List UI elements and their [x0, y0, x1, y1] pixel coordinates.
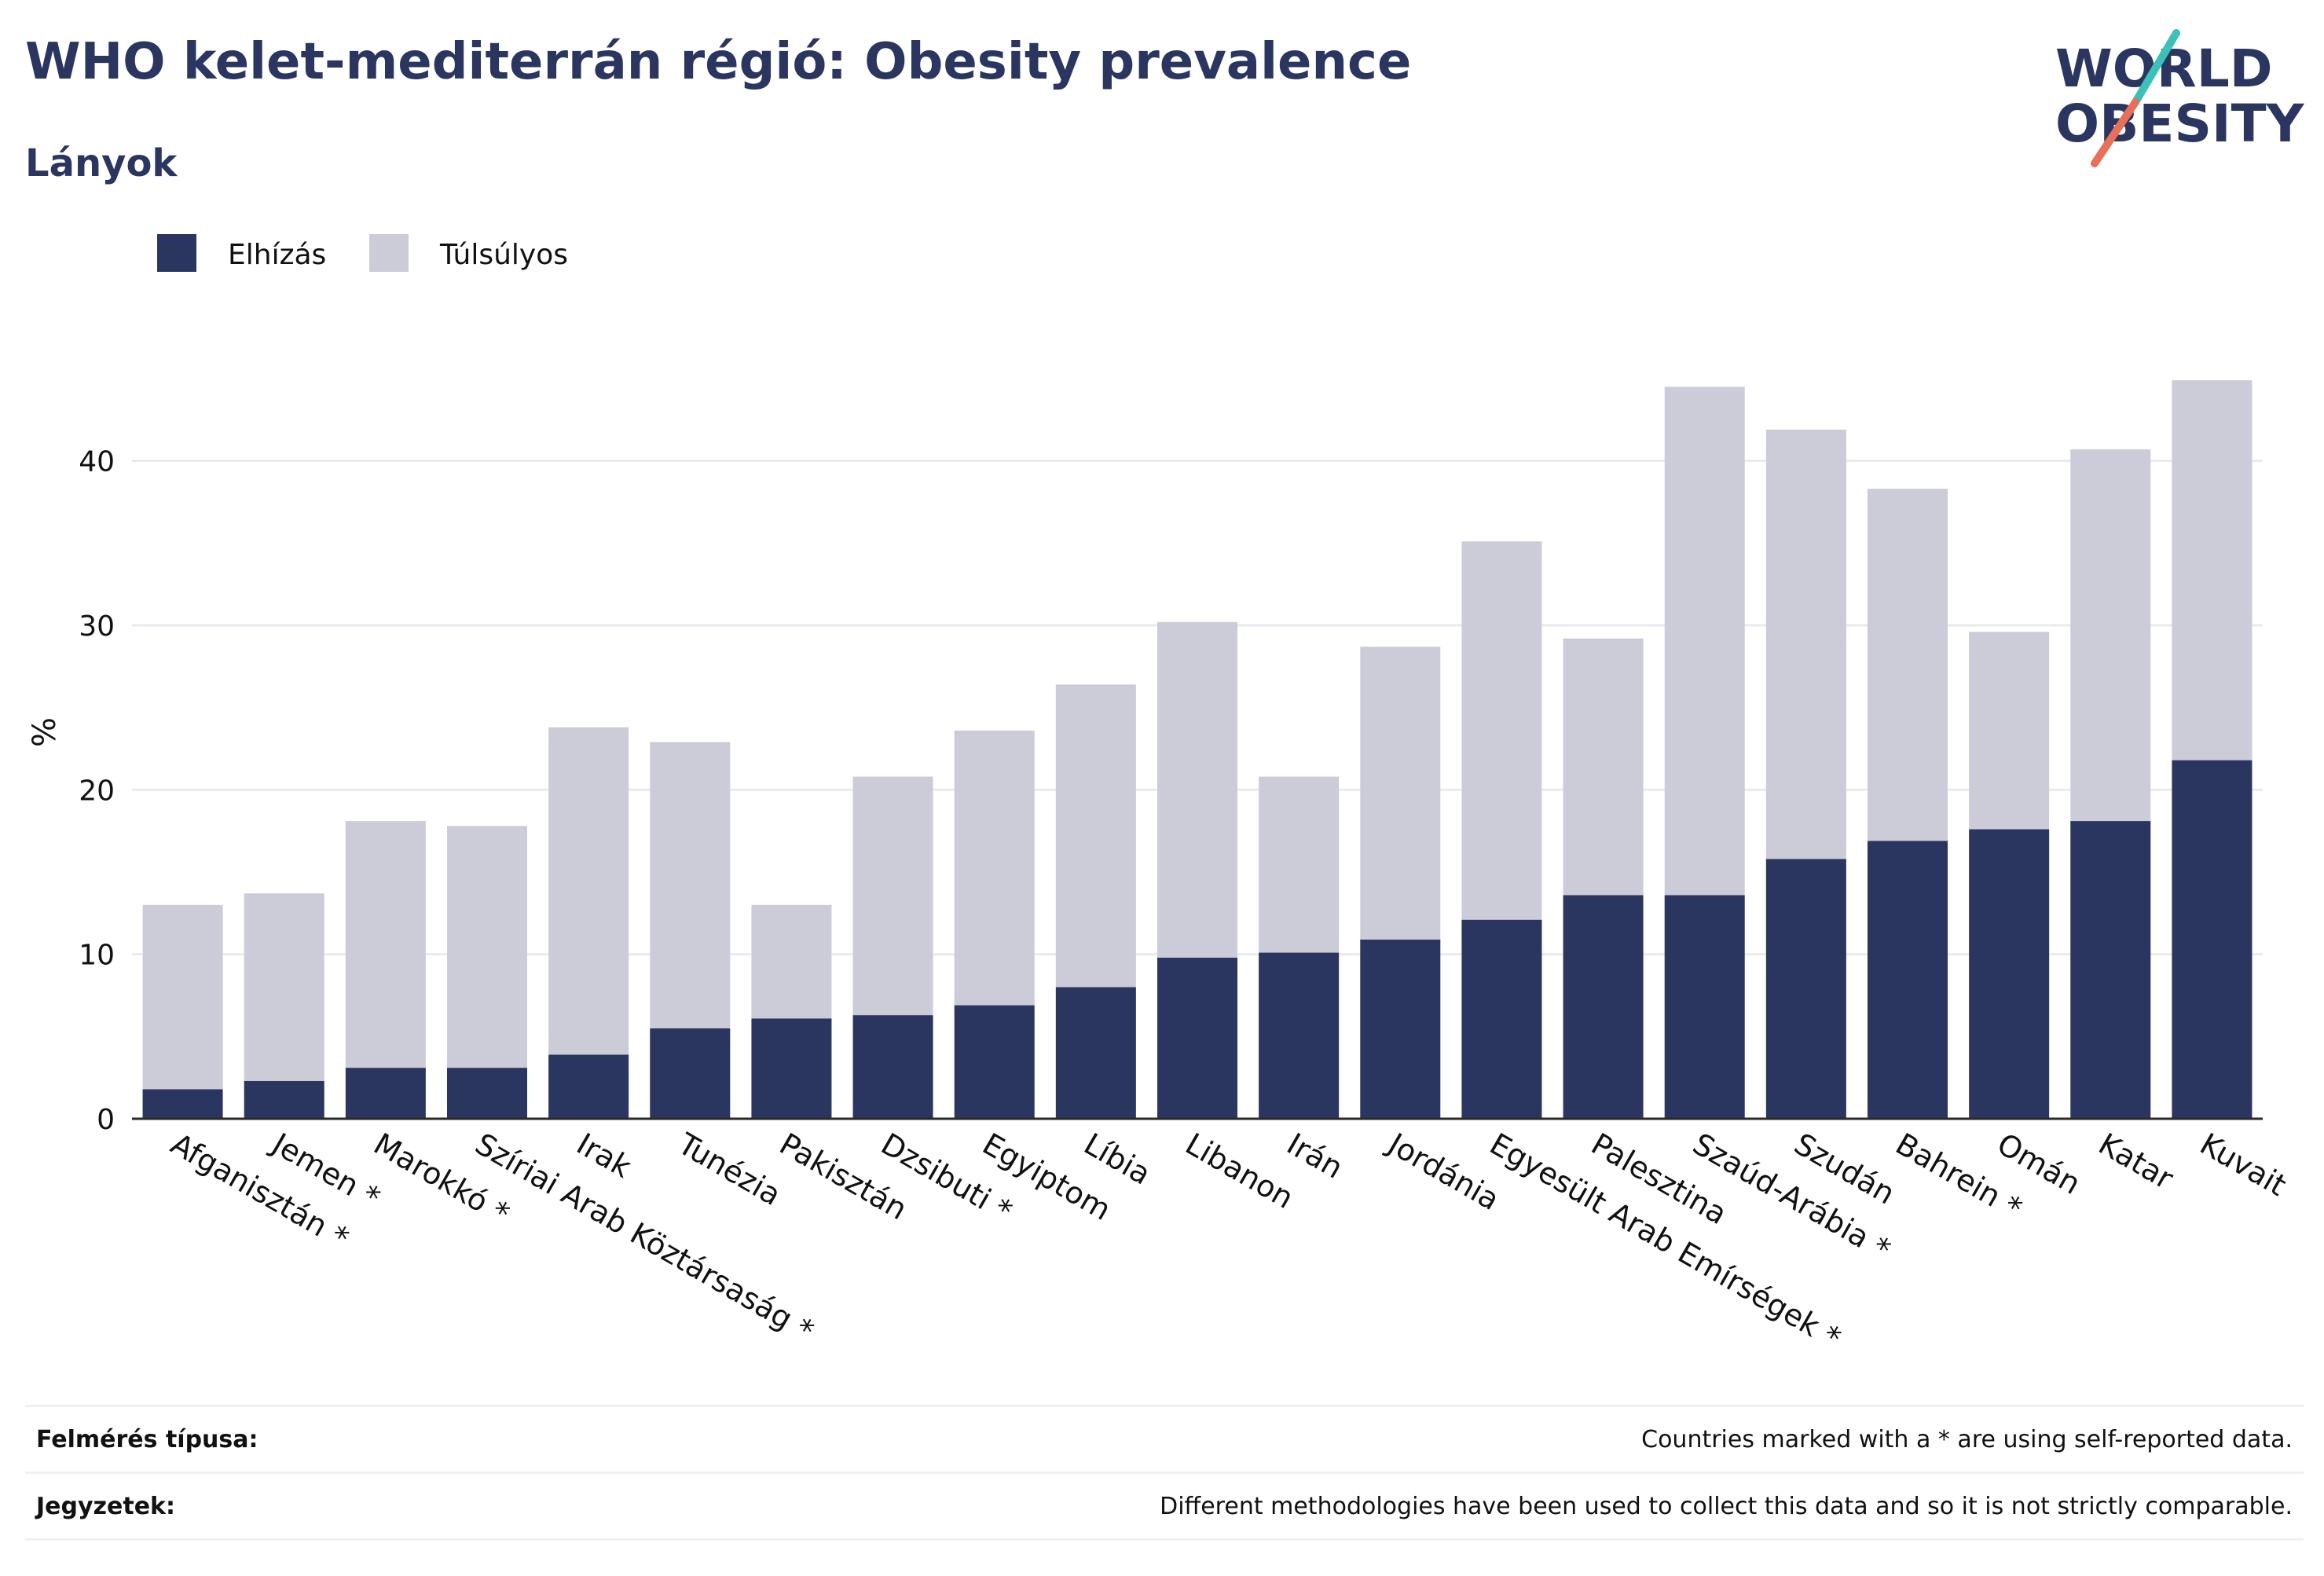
- x-tick-label-5: Tunézia: [672, 1126, 787, 1212]
- x-tick-label-3: Szíriai Arab Köztársaság *: [470, 1127, 820, 1349]
- bar-overweight-12: [1360, 647, 1441, 940]
- y-tick-label-40: 40: [79, 446, 115, 478]
- footer-row-survey: Felmérés típusa: Countries marked with a…: [25, 1405, 2304, 1472]
- bar-overweight-0: [142, 904, 223, 1090]
- bar-obesity-12: [1360, 939, 1441, 1119]
- bar-overweight-10: [1157, 621, 1238, 958]
- survey-type-value: Countries marked with a * are using self…: [1641, 1425, 2293, 1453]
- logo-word-obesity: OBESITY: [2055, 93, 2305, 154]
- bar-obesity-3: [446, 1068, 528, 1119]
- y-axis-label: %: [27, 717, 63, 747]
- bar-obesity-6: [751, 1018, 832, 1119]
- logo-slash-top-icon: [2132, 29, 2180, 106]
- bar-obesity-1: [244, 1080, 324, 1119]
- x-tick-label-10: Libanon: [1180, 1127, 1299, 1215]
- bar-obesity-14: [1563, 895, 1644, 1119]
- bar-obesity-20: [2172, 760, 2253, 1119]
- legend-label-0: Elhízás: [228, 239, 326, 271]
- bar-obesity-7: [852, 1015, 933, 1119]
- y-tick-label-10: 10: [79, 940, 115, 972]
- bar-obesity-15: [1664, 895, 1745, 1119]
- bar-overweight-2: [345, 821, 426, 1068]
- chart-footer: Felmérés típusa: Countries marked with a…: [25, 1405, 2304, 1541]
- x-tick-label-12: Jordánia: [1381, 1126, 1505, 1217]
- bar-overweight-4: [548, 727, 629, 1055]
- bar-obesity-9: [1055, 987, 1136, 1119]
- bar-overweight-8: [954, 730, 1035, 1006]
- bar-overweight-16: [1765, 429, 1846, 859]
- bar-obesity-10: [1157, 957, 1238, 1119]
- page-title: WHO kelet-mediterrán régió: Obesity prev…: [25, 33, 1412, 91]
- x-tick-label-20: Kuvait: [2194, 1127, 2292, 1203]
- legend-swatch-0: [157, 234, 196, 272]
- chart-bars: [142, 379, 2253, 1119]
- bar-obesity-16: [1765, 859, 1846, 1119]
- x-tick-label-19: Katar: [2093, 1127, 2179, 1197]
- bar-obesity-18: [1969, 829, 2050, 1119]
- legend-label-1: Túlsúlyos: [439, 239, 568, 271]
- bar-overweight-11: [1259, 776, 1340, 953]
- bar-obesity-11: [1259, 952, 1340, 1119]
- notes-label: Jegyzetek:: [36, 1492, 175, 1520]
- x-tick-label-0: Afganisztán *: [165, 1127, 354, 1256]
- bar-overweight-3: [446, 826, 528, 1068]
- y-axis: 0 10 20 30 40%: [27, 446, 115, 1136]
- bar-obesity-19: [2070, 821, 2151, 1119]
- bar-overweight-18: [1969, 632, 2050, 830]
- bar-overweight-19: [2070, 449, 2151, 822]
- bar-obesity-17: [1867, 841, 1948, 1119]
- bar-overweight-20: [2172, 379, 2253, 761]
- y-tick-label-20: 20: [79, 775, 115, 807]
- stacked-bar-chart: Elhízás Túlsúlyos 0 10 20 30 40% Afganisztán …: [27, 234, 2292, 1356]
- bar-obesity-2: [345, 1068, 426, 1119]
- x-tick-label-4: Irak: [571, 1127, 637, 1185]
- logo-slash-bottom-icon: [2091, 98, 2139, 167]
- x-tick-label-11: Irán: [1281, 1127, 1349, 1186]
- y-tick-label-0: 0: [97, 1104, 115, 1136]
- bar-obesity-5: [650, 1028, 731, 1119]
- page-subtitle: Lányok: [25, 141, 178, 185]
- bar-obesity-0: [142, 1089, 223, 1119]
- footer-row-notes: Jegyzetek: Different methodologies have …: [25, 1472, 2304, 1541]
- bar-obesity-4: [548, 1054, 629, 1119]
- notes-value: Different methodologies have been used t…: [1160, 1492, 2293, 1520]
- y-tick-label-30: 30: [79, 610, 115, 643]
- world-obesity-logo: WORLD OBESITY: [2055, 29, 2305, 167]
- bar-overweight-17: [1867, 489, 1948, 841]
- bar-overweight-7: [852, 776, 933, 1016]
- bar-overweight-1: [244, 893, 324, 1081]
- bar-overweight-9: [1055, 684, 1136, 988]
- survey-type-label: Felmérés típusa:: [36, 1425, 258, 1453]
- chart-legend: Elhízás Túlsúlyos: [157, 234, 568, 272]
- bar-overweight-5: [650, 742, 731, 1028]
- bar-overweight-6: [751, 904, 832, 1019]
- bar-obesity-8: [954, 1005, 1035, 1119]
- bar-obesity-13: [1461, 919, 1542, 1119]
- bar-overweight-14: [1563, 638, 1644, 896]
- bar-overweight-13: [1461, 541, 1542, 920]
- x-tick-label-13: Egyesült Arab Emírségek *: [1484, 1127, 1847, 1356]
- bar-overweight-15: [1664, 387, 1745, 896]
- legend-swatch-1: [369, 234, 409, 272]
- x-axis: Afganisztán *Jemen *Marokkó *Szíriai Ara…: [132, 1117, 2292, 1356]
